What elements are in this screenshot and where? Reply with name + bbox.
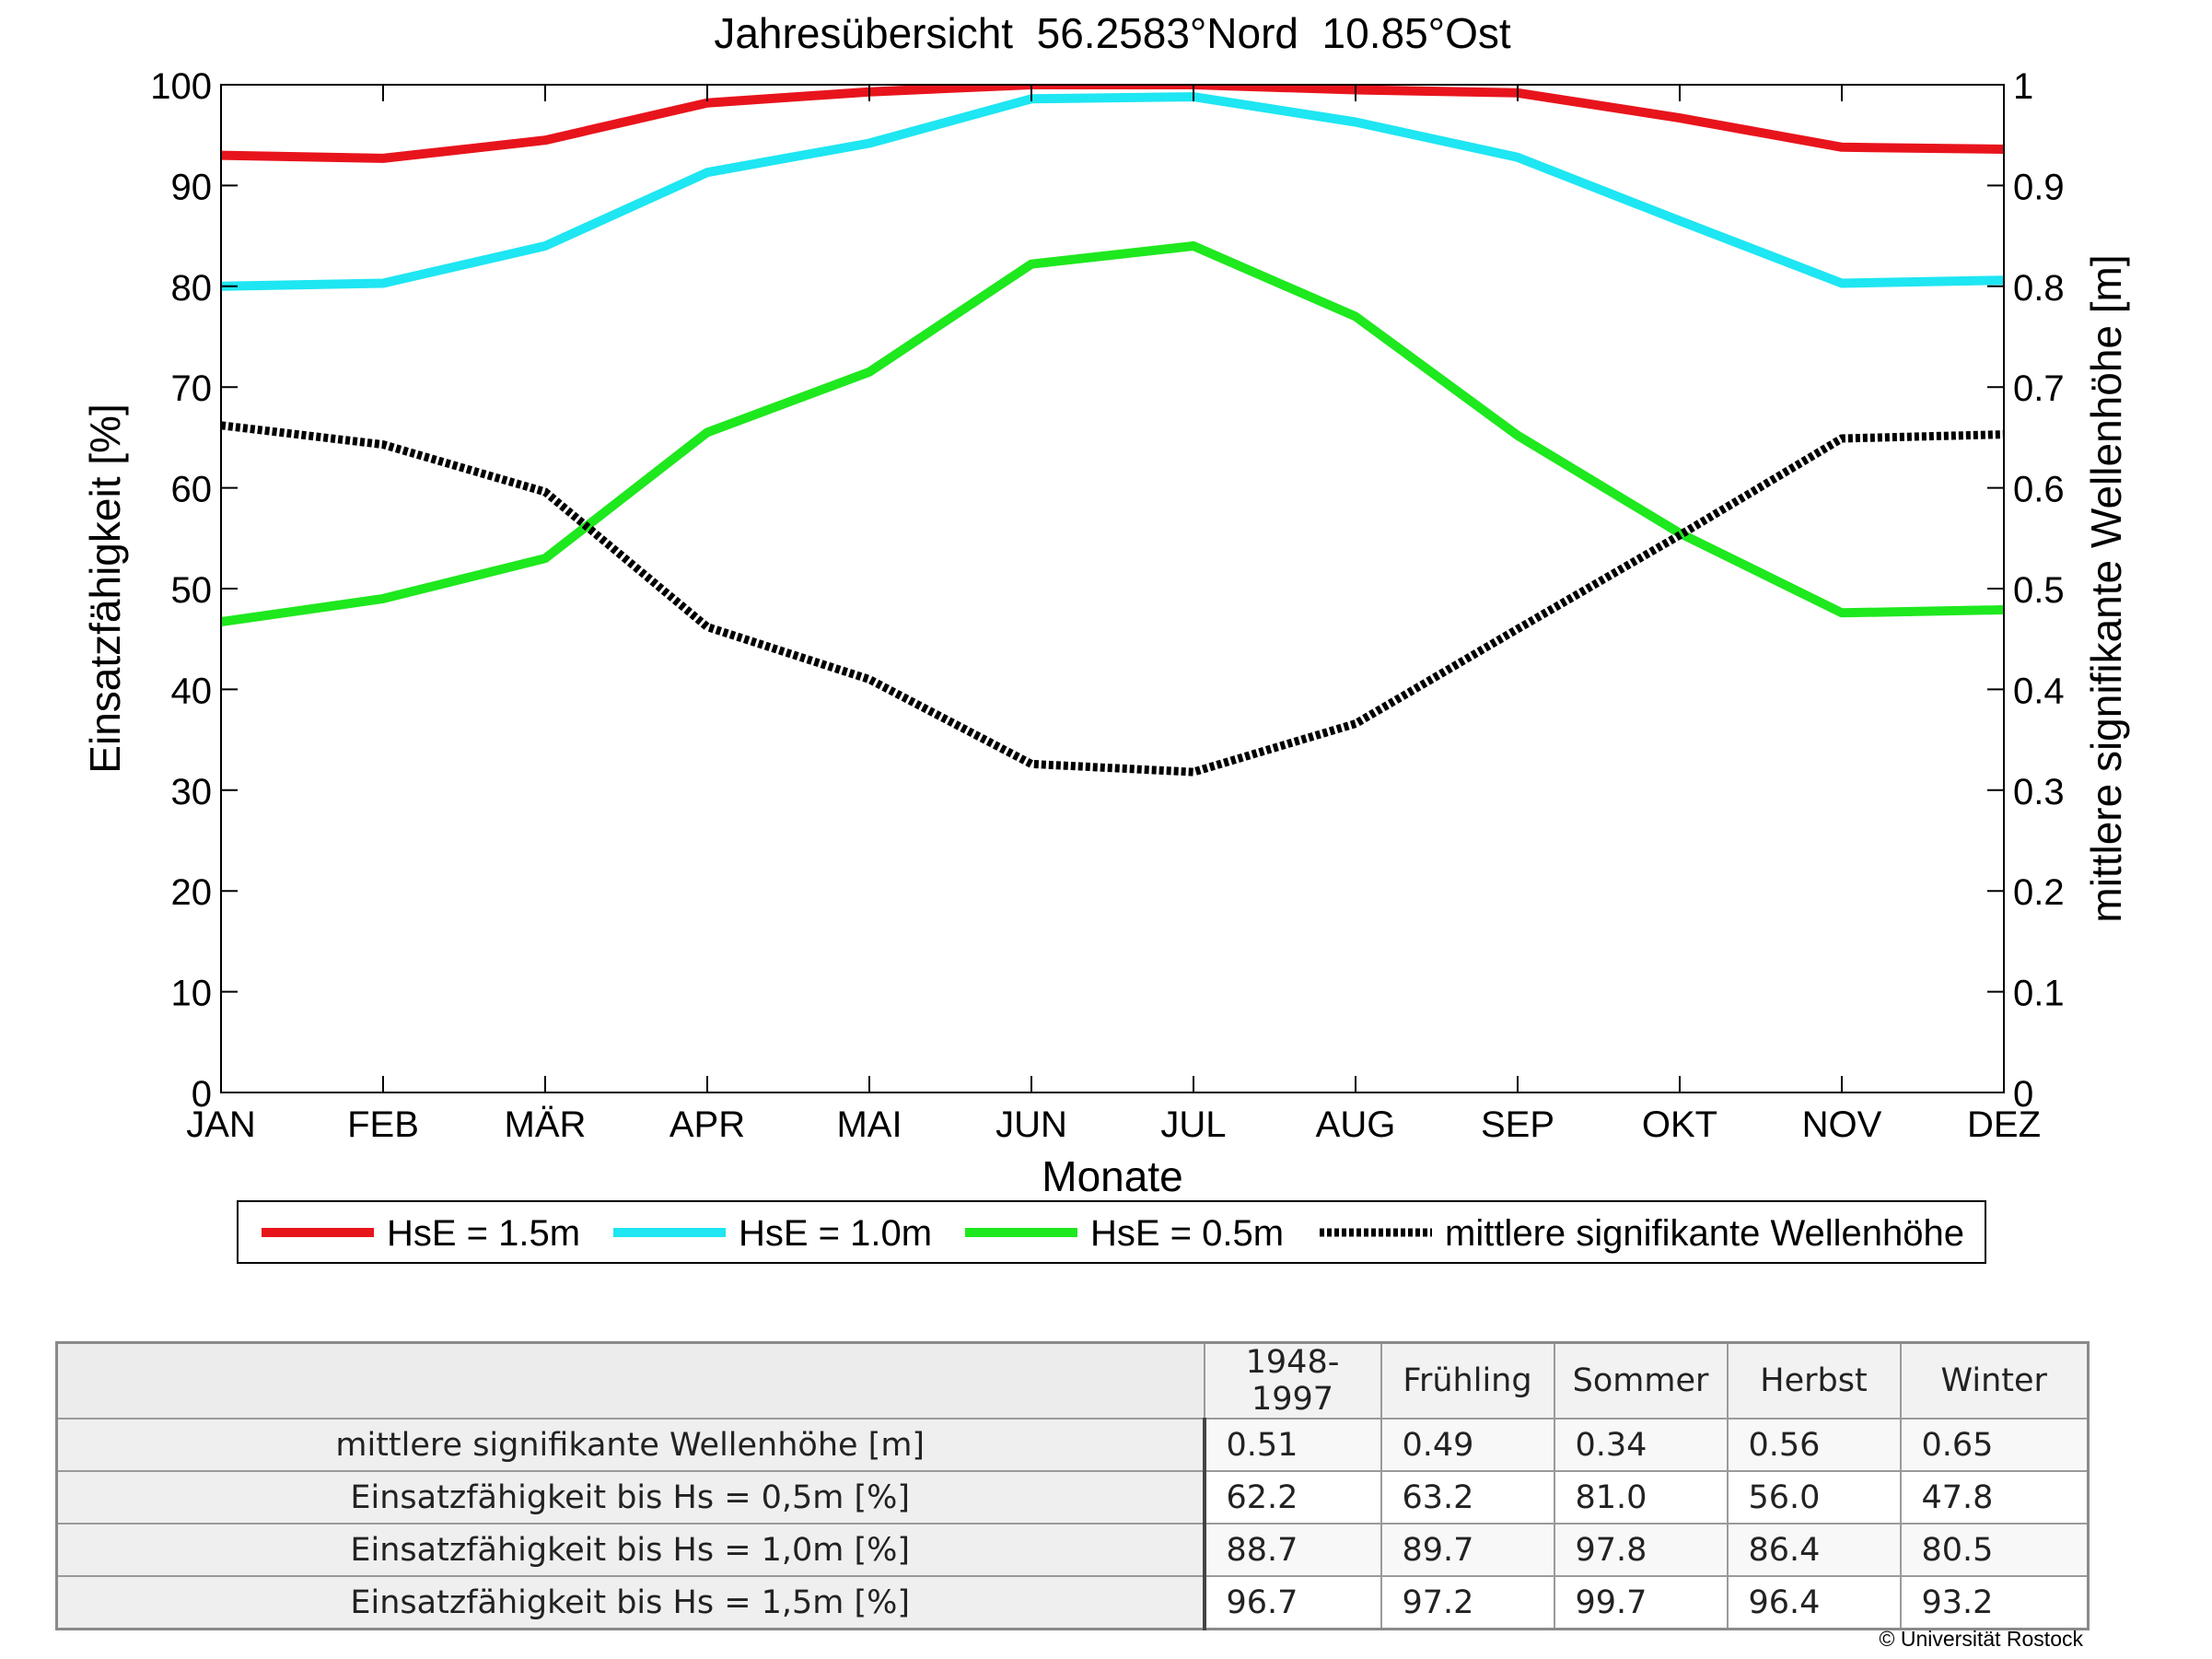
x-axis-label: Monate — [1042, 1152, 1182, 1200]
right-y-tick-label: 0.9 — [2013, 167, 2065, 207]
plot-area-frame — [220, 84, 2005, 1093]
statistics-table: 1948-1997 Frühling Sommer Herbst Winter … — [55, 1341, 2090, 1630]
table-cell: 99.7 — [1553, 1575, 1729, 1630]
table-row: Einsatzfähigkeit bis Hs = 1,5m [%] 96.7 … — [55, 1575, 2090, 1630]
x-tick-label: JAN — [186, 1104, 256, 1145]
left-y-tick-label: 40 — [171, 671, 213, 711]
legend-label-hse-1-5m: HsE = 1.5m — [387, 1213, 580, 1254]
right-y-tick-label: 0.1 — [2013, 974, 2065, 1014]
x-tick-label: MÄR — [505, 1104, 587, 1145]
left-y-tick-label: 60 — [171, 470, 213, 510]
copyright-notice: © Universität Rostock — [1879, 1627, 2083, 1651]
x-tick-label: DEZ — [1967, 1104, 2041, 1145]
right-y-tick-label: 0.6 — [2013, 470, 2065, 510]
x-tick-label: APR — [669, 1104, 745, 1145]
right-y-tick-label: 0.7 — [2013, 368, 2065, 409]
table-cell: 97.2 — [1380, 1575, 1555, 1630]
table-row: Einsatzfähigkeit bis Hs = 1,0m [%] 88.7 … — [55, 1523, 2090, 1577]
right-y-tick-label: 0 — [2013, 1074, 2033, 1115]
series-lines — [221, 85, 2004, 777]
left-y-tick-label: 0 — [192, 1074, 212, 1115]
left-y-axis: 0 10 20 30 40 50 60 70 80 90 100 — [150, 66, 238, 1115]
right-y-tick-label: 0.4 — [2013, 671, 2065, 711]
column-header: Sommer — [1553, 1341, 1729, 1419]
left-y-tick-label: 90 — [171, 167, 213, 207]
x-tick-label: OKT — [1642, 1104, 1717, 1145]
annual-overview-chart: Jahresübersicht 56.2583°Nord 10.85°Ost 0… — [81, 9, 2130, 1264]
table-row: Einsatzfähigkeit bis Hs = 0,5m [%] 62.2 … — [55, 1470, 2090, 1525]
right-y-axis: 0 0.1 0.2 0.3 0.4 0.5 0.6 0.7 0.8 0.9 1 — [1987, 66, 2065, 1115]
left-y-tick-label: 70 — [171, 368, 213, 409]
right-y-tick-label: 0.5 — [2013, 570, 2065, 611]
table-row: mittlere signifikante Wellenhöhe [m] 0.5… — [55, 1418, 2090, 1472]
right-y-tick-label: 0.3 — [2013, 772, 2065, 812]
legend-label-mittlere-signifikante-wellenh-he: mittlere signifikante Wellenhöhe — [1445, 1213, 1964, 1254]
table-cell: 97.8 — [1553, 1523, 1729, 1577]
x-tick-label: FEB — [347, 1104, 419, 1145]
column-header: Frühling — [1380, 1341, 1555, 1419]
table-cell: 56.0 — [1726, 1470, 1902, 1525]
table-corner-cell — [55, 1341, 1205, 1419]
left-y-tick-label: 100 — [150, 66, 212, 107]
table-cell: 0.65 — [1899, 1418, 2090, 1472]
table-cell: 0.51 — [1203, 1418, 1382, 1472]
table-cell: 81.0 — [1553, 1470, 1729, 1525]
table-cell: 0.49 — [1380, 1418, 1555, 1472]
column-header: Winter — [1899, 1341, 2090, 1419]
legend-box — [237, 1200, 1986, 1264]
legend-label-hse-1-0m: HsE = 1.0m — [739, 1213, 932, 1254]
table-cell: 88.7 — [1203, 1523, 1382, 1577]
table-cell: 96.7 — [1203, 1575, 1382, 1630]
left-y-tick-label: 80 — [171, 268, 213, 309]
table-cell: 96.4 — [1726, 1575, 1902, 1630]
series-line-hse-0-5m — [221, 241, 2004, 627]
column-header: 1948-1997 — [1203, 1341, 1382, 1419]
table-cell: 93.2 — [1899, 1575, 2090, 1630]
x-tick-label: JUN — [995, 1104, 1067, 1145]
right-y-tick-label: 0.8 — [2013, 268, 2065, 309]
x-tick-label: NOV — [1802, 1104, 1882, 1145]
left-y-tick-label: 10 — [171, 974, 213, 1014]
table-cell: 63.2 — [1380, 1470, 1555, 1525]
left-y-axis-label: Einsatzfähigkeit [%] — [81, 403, 129, 773]
series-line-mittlere-signifikante-wellenh-he — [221, 421, 2004, 777]
chart-title: Jahresübersicht 56.2583°Nord 10.85°Ost — [714, 9, 1511, 57]
row-label: Einsatzfähigkeit bis Hs = 0,5m [%] — [55, 1470, 1206, 1525]
right-y-axis-label: mittlere signifikante Wellenhöhe [m] — [2082, 254, 2130, 922]
x-tick-label: AUG — [1316, 1104, 1396, 1145]
series-line-hse-1-0m — [221, 92, 2004, 291]
legend: HsE = 1.5m HsE = 1.0m HsE = 0.5m mittlere s… — [237, 1200, 1986, 1264]
x-tick-label: JUL — [1160, 1104, 1226, 1145]
right-y-tick-label: 1 — [2013, 66, 2033, 107]
x-tick-label: SEP — [1481, 1104, 1554, 1145]
left-y-tick-label: 30 — [171, 772, 213, 812]
x-axis: JAN FEB MÄR APR MAI JUN JUL AUG SEP OKT NOV DEZ — [186, 85, 2041, 1145]
left-y-tick-label: 50 — [171, 570, 213, 611]
table-cell: 0.34 — [1553, 1418, 1729, 1472]
table-cell: 0.56 — [1726, 1418, 1902, 1472]
table-cell: 86.4 — [1726, 1523, 1902, 1577]
x-tick-label: MAI — [836, 1104, 902, 1145]
table-cell: 80.5 — [1899, 1523, 2090, 1577]
table-header-row: 1948-1997 Frühling Sommer Herbst Winter — [55, 1341, 2090, 1419]
table-cell: 89.7 — [1380, 1523, 1555, 1577]
legend-label-hse-0-5m: HsE = 0.5m — [1090, 1213, 1284, 1254]
row-label: mittlere signifikante Wellenhöhe [m] — [55, 1418, 1206, 1472]
series-line-hse-1-5m — [221, 85, 2004, 163]
table-cell: 47.8 — [1899, 1470, 2090, 1525]
right-y-tick-label: 0.2 — [2013, 872, 2065, 913]
row-label: Einsatzfähigkeit bis Hs = 1,0m [%] — [55, 1523, 1206, 1577]
row-label: Einsatzfähigkeit bis Hs = 1,5m [%] — [55, 1575, 1206, 1630]
table-cell: 62.2 — [1203, 1470, 1382, 1525]
left-y-tick-label: 20 — [171, 872, 213, 913]
column-header: Herbst — [1726, 1341, 1902, 1419]
